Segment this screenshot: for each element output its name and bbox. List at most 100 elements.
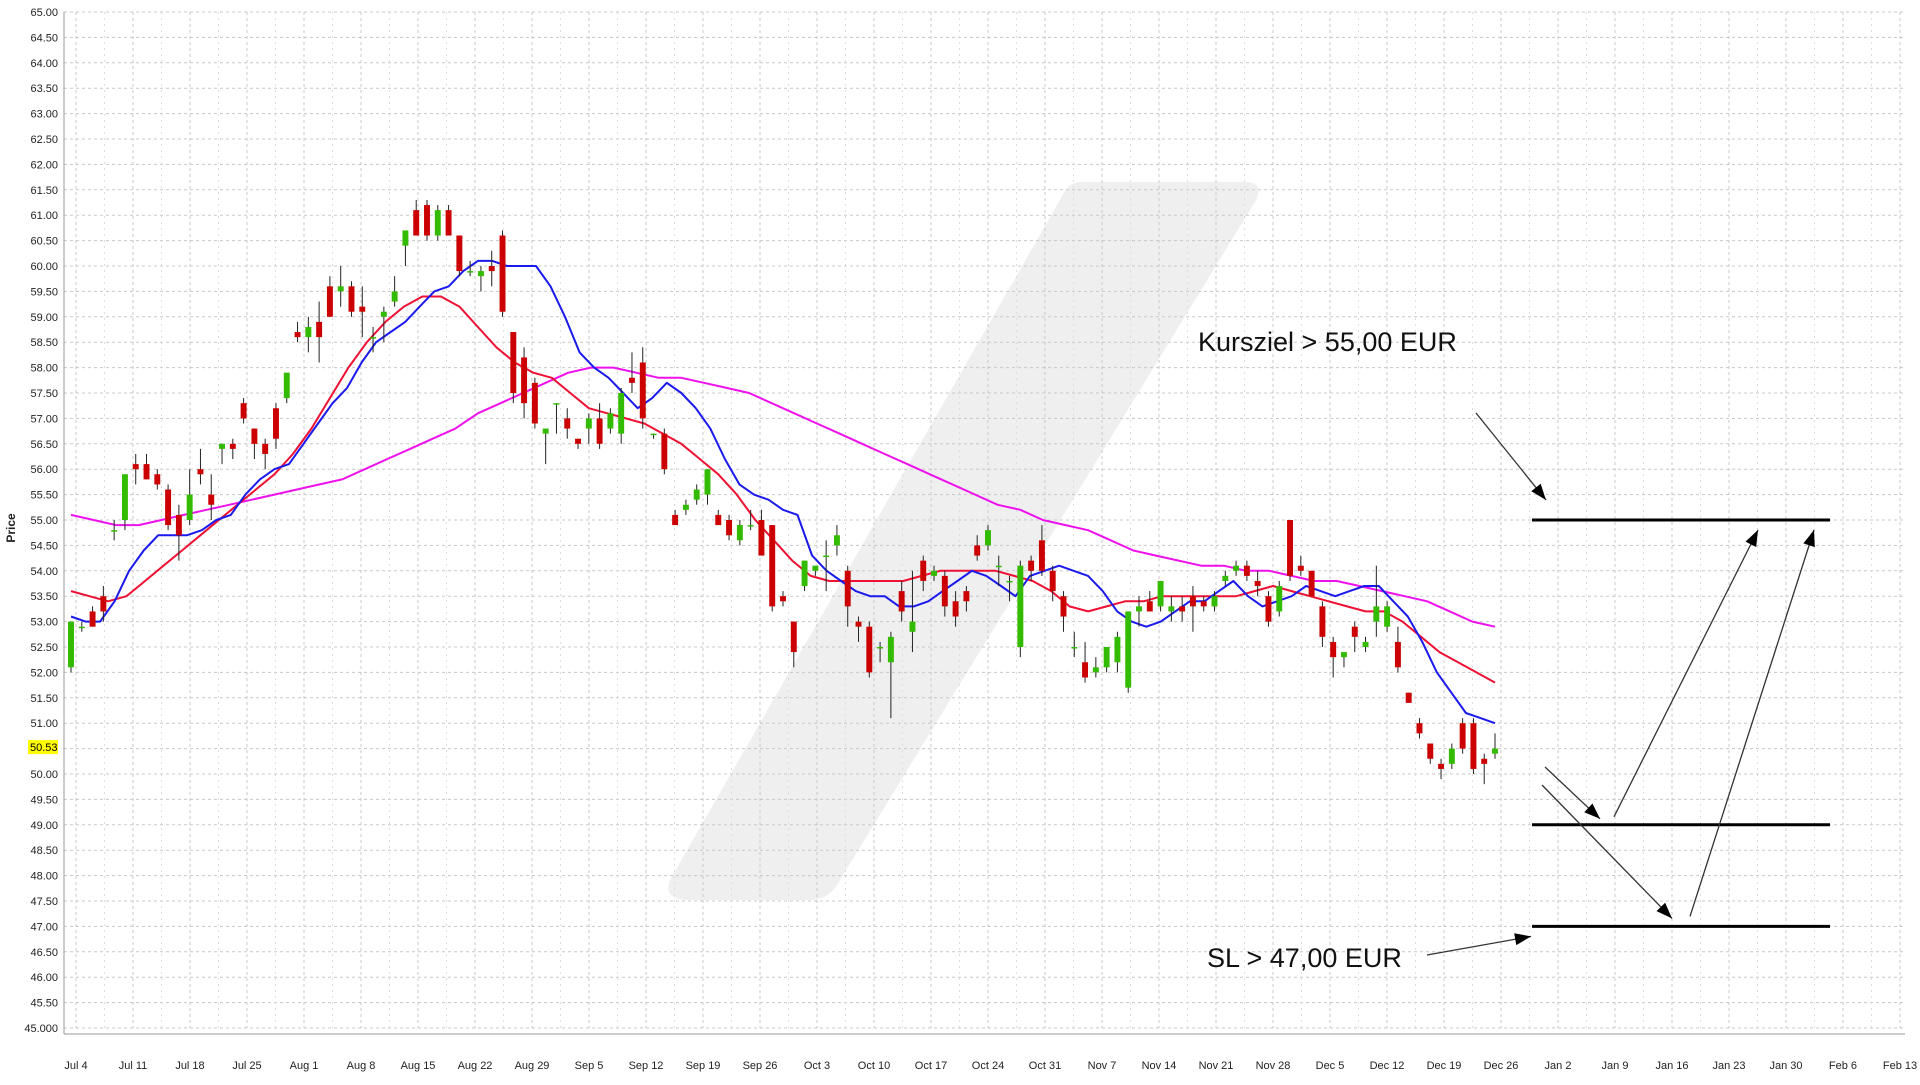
candle <box>1200 596 1207 612</box>
candle-body <box>1189 596 1196 607</box>
candle <box>348 281 355 317</box>
y-tick-label: 61.50 <box>30 185 58 197</box>
candle <box>316 301 323 363</box>
candle-body <box>467 271 474 273</box>
candle-body <box>1243 565 1250 576</box>
x-tick-label: Aug 15 <box>401 1060 436 1072</box>
candle-body <box>305 326 312 338</box>
candle <box>283 372 290 404</box>
candle-body <box>143 464 150 480</box>
candle <box>575 438 581 449</box>
candle-body <box>1287 520 1293 576</box>
candle <box>952 591 959 627</box>
x-tick-label: Sep 5 <box>575 1060 604 1072</box>
candle <box>165 484 172 531</box>
y-tick-label: 46.00 <box>30 972 58 984</box>
candle-body <box>542 428 549 434</box>
candle-body <box>1373 606 1380 622</box>
candle-body <box>424 205 430 236</box>
candle-body <box>1082 662 1089 678</box>
candle <box>639 347 646 429</box>
arrow-sl-to-target <box>1689 529 1815 917</box>
candle-body <box>316 321 323 338</box>
arrow-head <box>1745 530 1758 547</box>
candle-body <box>121 474 128 520</box>
candle-body <box>629 377 635 383</box>
candle-body <box>1146 601 1153 612</box>
candle-body <box>1211 596 1218 607</box>
candle <box>1233 560 1240 576</box>
candle <box>121 474 128 531</box>
candle <box>1049 565 1056 602</box>
x-tick-label: Jan 16 <box>1655 1060 1688 1072</box>
candle <box>1470 718 1477 774</box>
candle <box>305 316 312 353</box>
candle-body <box>780 596 786 602</box>
candle <box>1373 565 1380 637</box>
candle <box>693 484 700 505</box>
candle <box>1265 591 1272 627</box>
candle-body <box>553 403 560 405</box>
candle <box>445 205 452 236</box>
candle <box>1114 631 1121 673</box>
candle-body <box>607 413 614 429</box>
y-tick-label: 60.00 <box>30 261 58 273</box>
candle-body <box>650 433 657 436</box>
candle <box>1362 636 1369 653</box>
candle <box>229 438 236 460</box>
x-tick-label: Dec 26 <box>1484 1060 1519 1072</box>
arrow-to-sl-label <box>1426 933 1532 956</box>
candle-body <box>370 337 377 339</box>
y-tick-label: 56.00 <box>30 464 58 476</box>
candle-body <box>1459 723 1466 749</box>
candle-body <box>456 235 463 272</box>
x-tick-label: Oct 31 <box>1029 1060 1061 1072</box>
x-tick-label: Jan 2 <box>1545 1060 1572 1072</box>
candle <box>1394 626 1401 673</box>
candle <box>1179 596 1186 622</box>
candle <box>618 387 625 444</box>
candle <box>564 408 571 439</box>
candle-body <box>132 464 139 470</box>
candle-body <box>1330 641 1337 658</box>
candle-body <box>995 565 1002 568</box>
watermark-logo <box>668 182 1259 900</box>
candle <box>769 525 776 612</box>
x-tick-label: Nov 28 <box>1256 1060 1291 1072</box>
x-tick-label: Sep 26 <box>743 1060 778 1072</box>
grid-lines <box>63 11 1905 1035</box>
y-tick-label: 45.50 <box>30 998 58 1010</box>
y-tick-label: 64.00 <box>30 58 58 70</box>
candle <box>629 352 635 393</box>
candle <box>715 509 722 526</box>
candle <box>661 428 668 475</box>
candle-body <box>790 621 797 653</box>
candle <box>607 408 614 434</box>
candle-body <box>262 443 269 454</box>
candle <box>974 535 981 561</box>
y-tick-label: 61.00 <box>30 210 58 222</box>
candle <box>920 555 927 592</box>
candle <box>380 306 387 343</box>
last-price-marker: 50.53 <box>28 740 58 755</box>
candle-body <box>1416 723 1423 734</box>
candle-body <box>359 306 366 312</box>
candle-body <box>1179 606 1186 612</box>
candle <box>1028 555 1035 581</box>
candle <box>521 347 528 419</box>
arrow-shaft <box>1689 529 1815 917</box>
y-tick-label: 62.50 <box>30 134 58 146</box>
candle-body <box>1103 647 1110 668</box>
candle-body <box>531 382 538 424</box>
candle-body <box>823 555 830 558</box>
candle <box>672 509 679 526</box>
candle-body <box>639 362 646 419</box>
candle <box>1492 733 1498 759</box>
candle-body <box>726 520 733 536</box>
x-axis-ticks: Jul 4 Jul 11 Jul 18 Jul 25 Aug 1 Aug 8 Aug 15 A… <box>64 1060 1917 1072</box>
candle <box>985 525 991 551</box>
candle-body <box>434 210 441 236</box>
candle <box>1071 631 1078 658</box>
candle-body <box>596 418 603 444</box>
